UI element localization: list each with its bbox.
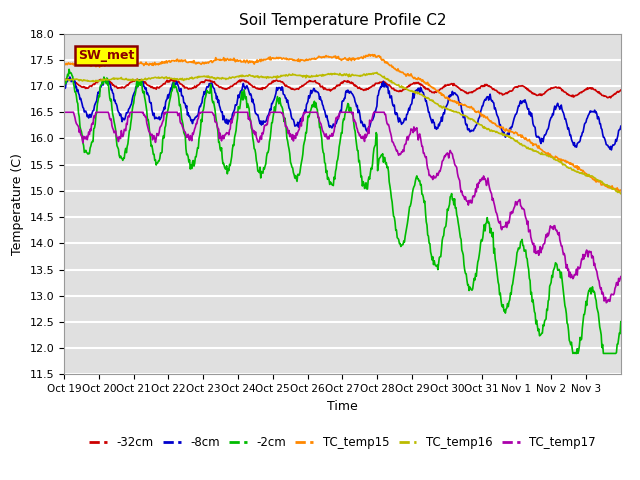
TC_temp16 xyxy=(276,74,284,80)
-8cm xyxy=(432,124,440,130)
Line: -32cm: -32cm xyxy=(64,79,621,98)
TC_temp16 xyxy=(401,86,408,92)
-32cm xyxy=(277,79,285,85)
-32cm xyxy=(432,89,440,95)
TC_temp15 xyxy=(365,51,372,57)
TC_temp16 xyxy=(617,191,625,196)
-2cm xyxy=(228,146,236,152)
Legend: -32cm, -8cm, -2cm, TC_temp15, TC_temp16, TC_temp17: -32cm, -8cm, -2cm, TC_temp15, TC_temp16,… xyxy=(84,431,600,454)
TC_temp16 xyxy=(255,75,263,81)
TC_temp17 xyxy=(60,109,68,115)
-8cm xyxy=(277,87,285,93)
-8cm xyxy=(126,104,134,109)
TC_temp17 xyxy=(255,139,263,144)
-8cm xyxy=(617,123,625,129)
-32cm xyxy=(256,85,264,91)
-8cm xyxy=(401,116,408,121)
TC_temp17 xyxy=(228,120,236,126)
X-axis label: Time: Time xyxy=(327,400,358,413)
Line: TC_temp16: TC_temp16 xyxy=(64,72,621,193)
TC_temp15 xyxy=(616,189,623,194)
TC_temp16 xyxy=(228,75,236,81)
-8cm xyxy=(256,120,264,126)
Text: SW_met: SW_met xyxy=(78,49,134,62)
-32cm xyxy=(401,86,408,92)
TC_temp17 xyxy=(602,300,610,306)
-8cm xyxy=(60,88,68,94)
TC_temp16 xyxy=(60,78,68,84)
-2cm xyxy=(277,103,285,108)
TC_temp17 xyxy=(431,175,439,180)
-2cm xyxy=(126,127,134,132)
TC_temp15 xyxy=(617,187,625,193)
TC_temp16 xyxy=(125,77,133,83)
Line: -2cm: -2cm xyxy=(64,69,621,353)
Line: TC_temp17: TC_temp17 xyxy=(64,112,621,303)
TC_temp15 xyxy=(432,87,440,93)
-8cm xyxy=(228,111,236,117)
TC_temp17 xyxy=(276,109,284,115)
TC_temp15 xyxy=(255,58,263,63)
-2cm xyxy=(569,350,577,356)
Line: -8cm: -8cm xyxy=(64,77,621,150)
-32cm xyxy=(126,80,134,85)
Y-axis label: Temperature (C): Temperature (C) xyxy=(11,153,24,255)
-2cm xyxy=(432,263,440,269)
TC_temp15 xyxy=(228,57,236,62)
TC_temp17 xyxy=(400,149,408,155)
-32cm xyxy=(60,78,68,84)
-2cm xyxy=(65,66,73,72)
TC_temp15 xyxy=(401,71,408,77)
-32cm xyxy=(228,84,236,89)
TC_temp15 xyxy=(276,55,284,60)
TC_temp16 xyxy=(432,100,440,106)
-2cm xyxy=(60,85,68,91)
TC_temp17 xyxy=(617,274,625,279)
TC_temp16 xyxy=(373,70,381,75)
-32cm xyxy=(607,95,614,101)
-2cm xyxy=(401,239,408,245)
-2cm xyxy=(617,319,625,324)
TC_temp17 xyxy=(125,114,133,120)
Title: Soil Temperature Profile C2: Soil Temperature Profile C2 xyxy=(239,13,446,28)
-2cm xyxy=(256,164,264,170)
-32cm xyxy=(617,87,625,93)
Line: TC_temp15: TC_temp15 xyxy=(64,54,621,192)
TC_temp15 xyxy=(125,59,133,65)
-8cm xyxy=(607,147,615,153)
-32cm xyxy=(63,76,71,82)
-8cm xyxy=(66,74,74,80)
TC_temp15 xyxy=(60,62,68,68)
